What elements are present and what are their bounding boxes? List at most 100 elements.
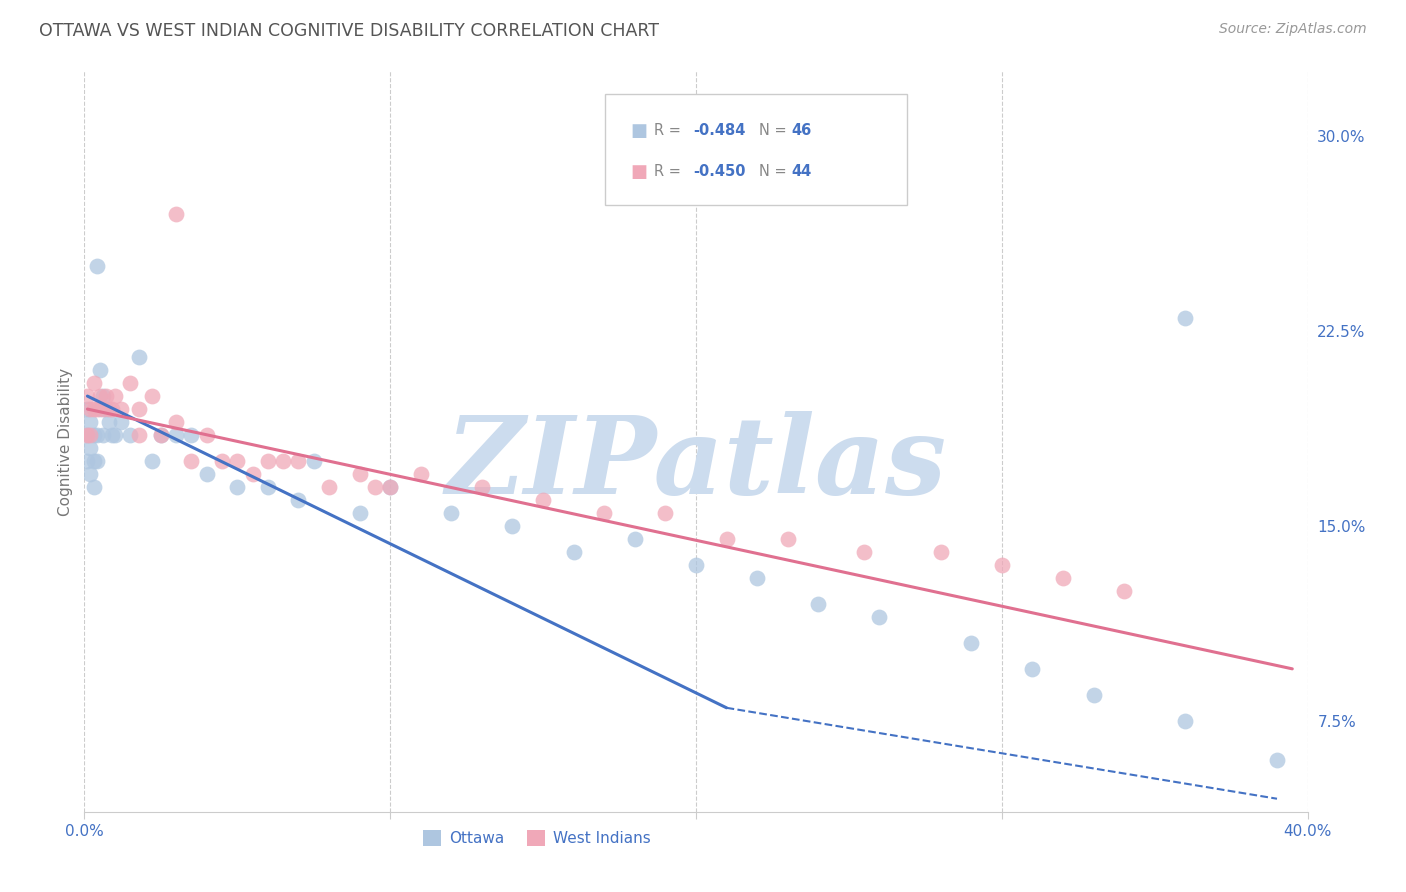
- Point: [287, 454, 309, 468]
- Text: R =: R =: [654, 123, 685, 138]
- Point: [165, 415, 187, 429]
- Point: [79, 467, 101, 481]
- Text: N =: N =: [759, 123, 792, 138]
- Point: [991, 558, 1014, 572]
- Point: [76, 389, 98, 403]
- Point: [960, 636, 983, 650]
- Point: [141, 454, 163, 468]
- Point: [349, 506, 371, 520]
- Point: [226, 454, 249, 468]
- Text: ■: ■: [630, 163, 647, 181]
- Point: [149, 428, 172, 442]
- Point: [1083, 688, 1105, 702]
- Point: [91, 428, 114, 442]
- Legend: Ottawa, West Indians: Ottawa, West Indians: [418, 824, 657, 852]
- Point: [562, 545, 585, 559]
- Point: [128, 428, 150, 442]
- Point: [83, 454, 105, 468]
- Point: [226, 480, 249, 494]
- Text: ZIPatlas: ZIPatlas: [446, 410, 946, 516]
- Point: [83, 402, 105, 417]
- Point: [83, 480, 105, 494]
- Point: [79, 428, 101, 442]
- Point: [685, 558, 707, 572]
- Point: [180, 428, 202, 442]
- Point: [929, 545, 952, 559]
- Point: [409, 467, 432, 481]
- Text: -0.450: -0.450: [693, 164, 745, 179]
- Point: [110, 415, 132, 429]
- Point: [165, 428, 187, 442]
- Point: [79, 441, 101, 455]
- Point: [531, 493, 554, 508]
- Point: [91, 389, 114, 403]
- Point: [1174, 714, 1197, 728]
- Point: [104, 428, 127, 442]
- Y-axis label: Cognitive Disability: Cognitive Disability: [58, 368, 73, 516]
- Point: [869, 610, 891, 624]
- Point: [318, 480, 340, 494]
- Point: [89, 363, 111, 377]
- Point: [502, 519, 524, 533]
- Point: [97, 415, 120, 429]
- Text: Source: ZipAtlas.com: Source: ZipAtlas.com: [1219, 22, 1367, 37]
- Point: [79, 415, 101, 429]
- Point: [76, 428, 98, 442]
- Text: R =: R =: [654, 164, 685, 179]
- Point: [380, 480, 402, 494]
- Point: [287, 493, 309, 508]
- Point: [302, 454, 325, 468]
- Point: [120, 376, 142, 390]
- Point: [89, 389, 111, 403]
- Point: [86, 454, 108, 468]
- Point: [1021, 662, 1043, 676]
- Point: [128, 350, 150, 364]
- Point: [195, 467, 218, 481]
- Point: [807, 597, 830, 611]
- Point: [110, 402, 132, 417]
- Point: [1174, 311, 1197, 326]
- Point: [76, 428, 98, 442]
- Text: -0.484: -0.484: [693, 123, 745, 138]
- Point: [104, 389, 127, 403]
- Point: [624, 532, 647, 546]
- Point: [776, 532, 799, 546]
- Point: [211, 454, 233, 468]
- Point: [349, 467, 371, 481]
- Point: [440, 506, 463, 520]
- Point: [257, 480, 280, 494]
- Point: [1265, 753, 1288, 767]
- Point: [89, 402, 111, 417]
- Point: [853, 545, 876, 559]
- Point: [141, 389, 163, 403]
- Point: [97, 402, 120, 417]
- Point: [364, 480, 387, 494]
- Point: [79, 402, 101, 417]
- Point: [83, 428, 105, 442]
- Point: [101, 402, 124, 417]
- Point: [94, 402, 117, 417]
- Text: ■: ■: [630, 122, 647, 140]
- Point: [91, 402, 114, 417]
- Text: OTTAWA VS WEST INDIAN COGNITIVE DISABILITY CORRELATION CHART: OTTAWA VS WEST INDIAN COGNITIVE DISABILI…: [39, 22, 659, 40]
- Point: [1114, 583, 1136, 598]
- Point: [86, 402, 108, 417]
- Point: [471, 480, 494, 494]
- Point: [195, 428, 218, 442]
- Point: [380, 480, 402, 494]
- Point: [271, 454, 294, 468]
- Point: [165, 207, 187, 221]
- Point: [120, 428, 142, 442]
- Point: [149, 428, 172, 442]
- Point: [257, 454, 280, 468]
- Point: [76, 402, 98, 417]
- Point: [94, 389, 117, 403]
- Point: [716, 532, 738, 546]
- Point: [593, 506, 616, 520]
- Point: [1052, 571, 1074, 585]
- Point: [86, 259, 108, 273]
- Point: [128, 402, 150, 417]
- Point: [747, 571, 769, 585]
- Point: [86, 428, 108, 442]
- Point: [76, 454, 98, 468]
